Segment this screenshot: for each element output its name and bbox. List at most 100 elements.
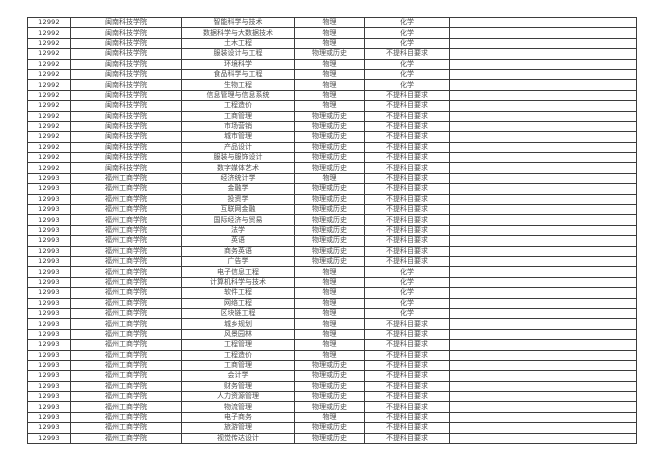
requirement-cell: 不提科目要求 xyxy=(364,318,450,330)
major-cell: 会计学 xyxy=(181,370,295,382)
requirement-cell: 不提科目要求 xyxy=(364,162,450,174)
requirement-cell: 不提科目要求 xyxy=(364,141,450,154)
subject-cell: 物理 xyxy=(294,297,365,309)
requirement-cell: 不提科目要求 xyxy=(364,89,450,102)
major-cell: 经济统计学 xyxy=(181,172,295,185)
major-cell: 区块链工程 xyxy=(181,307,295,320)
empty-cell xyxy=(449,276,637,289)
major-cell: 信息管理与信息系统 xyxy=(181,89,295,102)
table-row: 12993 福州工商学院 物流管理 物理或历史 不提科目要求 xyxy=(27,401,637,413)
major-cell: 市场营销 xyxy=(181,120,295,133)
empty-cell xyxy=(449,172,637,185)
empty-cell xyxy=(449,131,637,143)
major-cell: 网络工程 xyxy=(181,297,295,309)
empty-cell xyxy=(449,89,637,102)
empty-cell xyxy=(449,79,637,91)
code-cell: 12993 xyxy=(27,370,71,382)
empty-cell xyxy=(449,411,637,424)
table-row: 12992 闽南科技学院 服装设计与工程 物理或历史 不提科目要求 xyxy=(27,48,637,60)
college-cell: 福州工商学院 xyxy=(70,328,182,341)
subject-cell: 物理或历史 xyxy=(294,235,365,247)
college-cell: 福州工商学院 xyxy=(70,172,182,185)
requirement-cell: 不提科目要求 xyxy=(364,411,450,424)
empty-cell xyxy=(449,318,637,330)
college-cell: 闽南科技学院 xyxy=(70,152,182,164)
empty-cell xyxy=(449,339,637,351)
empty-cell xyxy=(449,359,637,372)
college-cell: 闽南科技学院 xyxy=(70,37,182,50)
requirement-cell: 化学 xyxy=(364,307,450,320)
requirement-cell: 不提科目要求 xyxy=(364,100,450,112)
code-cell: 12993 xyxy=(27,235,71,247)
major-cell: 城市管理 xyxy=(181,131,295,143)
requirement-cell: 不提科目要求 xyxy=(364,235,450,247)
code-cell: 12993 xyxy=(27,193,71,206)
code-cell: 12993 xyxy=(27,401,71,413)
subject-cell: 物理或历史 xyxy=(294,193,365,206)
code-cell: 12993 xyxy=(27,224,71,237)
college-cell: 福州工商学院 xyxy=(70,266,182,278)
major-cell: 产品设计 xyxy=(181,141,295,154)
college-cell: 福州工商学院 xyxy=(70,318,182,330)
code-cell: 12993 xyxy=(27,307,71,320)
code-cell: 12992 xyxy=(27,162,71,174)
subject-cell: 物理或历史 xyxy=(294,162,365,174)
empty-cell xyxy=(449,58,637,70)
code-cell: 12993 xyxy=(27,432,71,445)
major-cell: 工程管理 xyxy=(181,339,295,351)
major-cell: 金融学 xyxy=(181,183,295,195)
subject-cell: 物理或历史 xyxy=(294,214,365,226)
empty-cell xyxy=(449,224,637,237)
table-row: 12992 闽南科技学院 数据科学与大数据技术 物理 化学 xyxy=(27,27,637,39)
empty-cell xyxy=(449,214,637,226)
subject-cell: 物理或历史 xyxy=(294,141,365,154)
requirement-cell: 不提科目要求 xyxy=(364,339,450,351)
college-cell: 福州工商学院 xyxy=(70,401,182,413)
empty-cell xyxy=(449,370,637,382)
subject-cell: 物理 xyxy=(294,68,365,81)
subject-cell: 物理或历史 xyxy=(294,401,365,413)
major-cell: 电子商务 xyxy=(181,411,295,424)
empty-cell xyxy=(449,391,637,403)
subject-cell: 物理或历史 xyxy=(294,432,365,445)
code-cell: 12992 xyxy=(27,37,71,50)
requirement-cell: 不提科目要求 xyxy=(364,370,450,382)
college-cell: 福州工商学院 xyxy=(70,276,182,289)
requirement-cell: 化学 xyxy=(364,79,450,91)
empty-cell xyxy=(449,432,637,445)
table-row: 12993 福州工商学院 国际经济与贸易 物理或历史 不提科目要求 xyxy=(27,214,637,226)
subject-requirements-table-body: 12992 闽南科技学院 智能科学与技术 物理 化学 12992 闽南科技学院 数据科学与大数… xyxy=(27,16,637,445)
table-row: 12993 福州工商学院 英语 物理或历史 不提科目要求 xyxy=(27,235,637,247)
college-cell: 福州工商学院 xyxy=(70,245,182,258)
empty-cell xyxy=(449,266,637,278)
major-cell: 工商管理 xyxy=(181,110,295,122)
requirement-cell: 化学 xyxy=(364,297,450,309)
college-cell: 福州工商学院 xyxy=(70,339,182,351)
table-row: 12993 福州工商学院 投资学 物理或历史 不提科目要求 xyxy=(27,193,637,206)
table-row: 12993 福州工商学院 金融学 物理或历史 不提科目要求 xyxy=(27,183,637,195)
table-row: 12992 闽南科技学院 工程造价 物理 不提科目要求 xyxy=(27,100,637,112)
code-cell: 12993 xyxy=(27,328,71,341)
major-cell: 人力资源管理 xyxy=(181,391,295,403)
code-cell: 12992 xyxy=(27,89,71,102)
code-cell: 12993 xyxy=(27,214,71,226)
college-cell: 闽南科技学院 xyxy=(70,141,182,154)
requirement-cell: 不提科目要求 xyxy=(364,391,450,403)
empty-cell xyxy=(449,287,637,299)
subject-cell: 物理或历史 xyxy=(294,224,365,237)
code-cell: 12992 xyxy=(27,131,71,143)
code-cell: 12993 xyxy=(27,204,71,216)
major-cell: 计算机科学与技术 xyxy=(181,276,295,289)
code-cell: 12993 xyxy=(27,391,71,403)
college-cell: 福州工商学院 xyxy=(70,204,182,216)
college-cell: 闽南科技学院 xyxy=(70,58,182,70)
table-row: 12993 福州工商学院 法学 物理或历史 不提科目要求 xyxy=(27,224,637,237)
college-cell: 闽南科技学院 xyxy=(70,89,182,102)
college-cell: 闽南科技学院 xyxy=(70,131,182,143)
college-cell: 福州工商学院 xyxy=(70,391,182,403)
major-cell: 英语 xyxy=(181,235,295,247)
table-row: 12993 福州工商学院 工程造价 物理 不提科目要求 xyxy=(27,349,637,361)
major-cell: 投资学 xyxy=(181,193,295,206)
code-cell: 12992 xyxy=(27,100,71,112)
